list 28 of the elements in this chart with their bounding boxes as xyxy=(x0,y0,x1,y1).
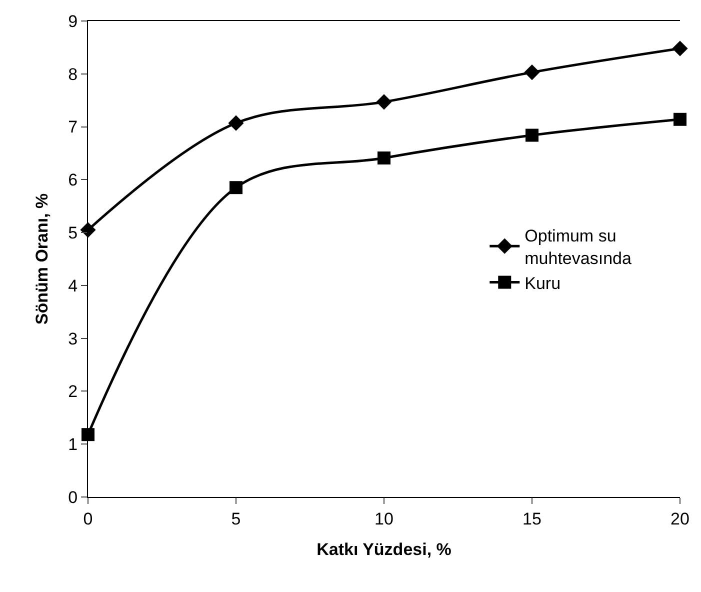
y-tick-label: 9 xyxy=(68,12,78,31)
y-tick-label: 4 xyxy=(68,276,78,296)
point xyxy=(230,181,242,194)
x-tick-label: 5 xyxy=(231,509,241,528)
y-tick-label: 1 xyxy=(68,435,78,454)
y-axis-title: Sönüm Oranı, % xyxy=(32,193,52,325)
point xyxy=(228,115,244,131)
point xyxy=(524,64,540,80)
point xyxy=(82,428,94,442)
legend-label: Kuru xyxy=(524,274,561,293)
point xyxy=(376,94,392,110)
point xyxy=(526,128,538,142)
point xyxy=(672,40,688,56)
y-tick-label: 8 xyxy=(68,64,78,84)
legend-label: Optimum su muhtevasında xyxy=(524,226,632,268)
point xyxy=(378,151,390,164)
x-tick-label: 10 xyxy=(374,509,394,528)
point xyxy=(674,112,686,126)
y-tick-label: 6 xyxy=(68,170,78,190)
x-tick-label: 20 xyxy=(670,509,690,528)
y-tick-label: 2 xyxy=(68,382,78,402)
y-tick-label: 7 xyxy=(68,118,78,137)
y-tick-label: 3 xyxy=(68,329,78,348)
x-tick-label: 15 xyxy=(522,509,542,528)
x-tick-label: 0 xyxy=(83,509,93,528)
y-tick-label: 5 xyxy=(68,224,78,243)
x-axis-title: Katkı Yüzdesi, % xyxy=(316,540,452,559)
y-tick-label: 0 xyxy=(68,488,78,507)
